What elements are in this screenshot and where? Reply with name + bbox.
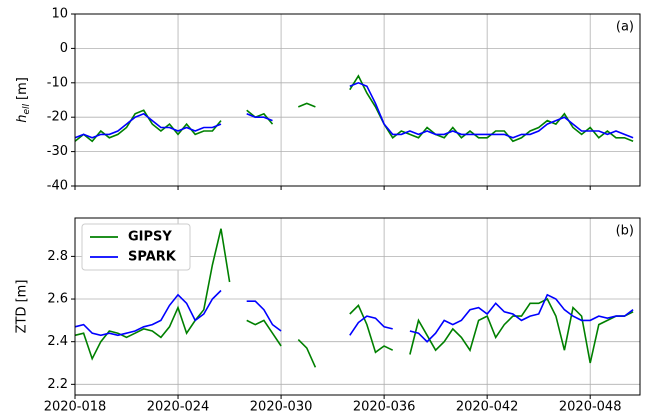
y-tick-label: 10 bbox=[51, 7, 68, 22]
y-label-unit: [m] bbox=[15, 77, 30, 100]
y-label-subscript: ell bbox=[22, 104, 32, 115]
legend-box bbox=[81, 223, 191, 271]
x-tick-label: 2020-042 bbox=[456, 400, 519, 415]
panel-label: (a) bbox=[616, 20, 634, 35]
legend-label: SPARK bbox=[128, 250, 177, 265]
data-line bbox=[74, 289, 634, 343]
x-tick-label: 2020-048 bbox=[559, 400, 622, 415]
y-tick-label: -30 bbox=[47, 144, 68, 159]
y-tick-label: 2.2 bbox=[47, 377, 68, 392]
x-tick-label: 2020-030 bbox=[250, 400, 313, 415]
plot-area bbox=[75, 14, 640, 186]
y-tick-label: 0 bbox=[60, 41, 68, 56]
x-tick-label: 2020-036 bbox=[353, 400, 416, 415]
plot-frame bbox=[74, 13, 641, 187]
panel-label: (b) bbox=[616, 224, 634, 239]
data-line bbox=[74, 81, 634, 139]
data-line bbox=[74, 228, 634, 368]
y-tick-label: -10 bbox=[47, 75, 68, 90]
y-tick-label: -20 bbox=[47, 110, 68, 125]
y-tick-label: 2.4 bbox=[47, 334, 68, 349]
y-tick-label: 2.6 bbox=[47, 292, 68, 307]
y-tick-label: -40 bbox=[47, 179, 68, 194]
plot-frame bbox=[74, 217, 641, 396]
x-tick-label: 2020-024 bbox=[147, 400, 210, 415]
legend-label: GIPSY bbox=[128, 230, 172, 245]
y-axis-label: hell [m] bbox=[15, 77, 32, 123]
y-tick-label: 2.8 bbox=[47, 249, 68, 264]
y-label-symbol: h bbox=[15, 115, 30, 123]
x-tick-label: 2020-018 bbox=[44, 400, 107, 415]
y-axis-label: ZTD [m] bbox=[15, 280, 30, 334]
